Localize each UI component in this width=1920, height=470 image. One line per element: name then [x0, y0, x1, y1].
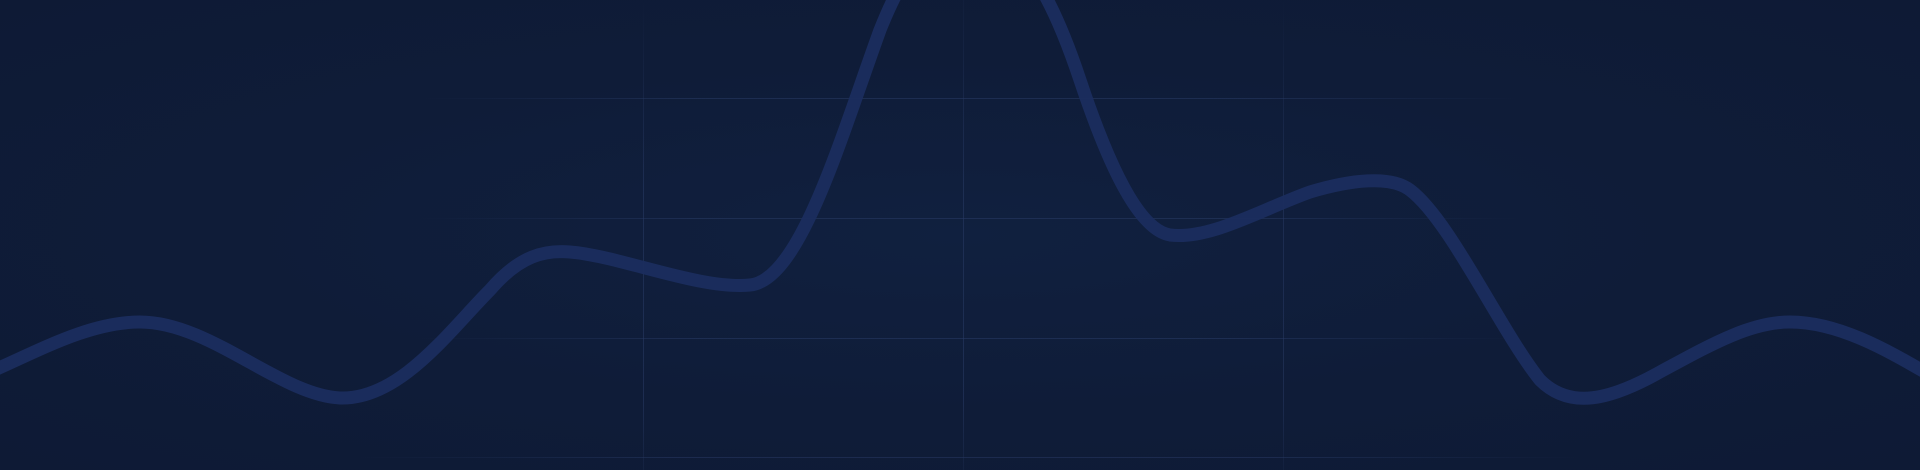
grid-line-horizontal-1	[420, 98, 1520, 99]
grid-line-vertical-1	[643, 0, 644, 470]
grid-line-vertical-3	[1283, 0, 1284, 470]
grid-line-horizontal-3	[420, 338, 1520, 339]
grid-line-horizontal-4	[360, 457, 1580, 458]
grid-line-horizontal-2	[420, 218, 1520, 219]
wave-path	[0, 0, 1920, 405]
grid-line-vertical-2	[963, 0, 964, 470]
